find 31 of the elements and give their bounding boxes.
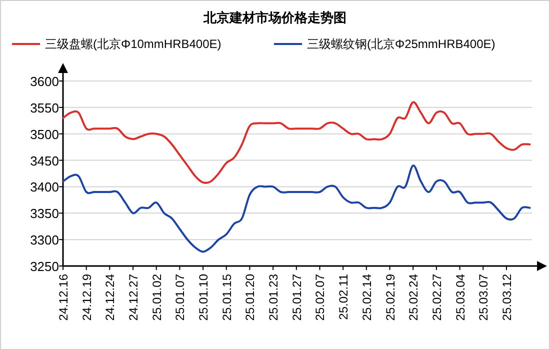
x-tick-label: 25.02.19 <box>383 274 398 321</box>
x-tick-label: 24.12.27 <box>126 274 141 321</box>
y-tick-label: 3350 <box>30 206 59 222</box>
x-tick-label: 25.01.10 <box>196 274 211 321</box>
x-tick-label: 25.01.27 <box>290 274 304 321</box>
x-tick-label: 25.02.07 <box>313 274 328 321</box>
y-tick-label: 3550 <box>30 100 59 116</box>
y-tick-label: 3300 <box>30 232 59 248</box>
x-tick-label: 24.12.19 <box>80 274 94 321</box>
legend-label: 三级螺纹钢(北京Φ25mmHRB400E) <box>307 37 496 51</box>
y-tick-label: 3450 <box>30 153 59 168</box>
x-tick-label: 25.03.12 <box>500 274 514 321</box>
chart-title: 北京建材市场价格走势图 <box>202 10 346 25</box>
x-tick-label: 25.01.15 <box>220 274 234 321</box>
x-tick-label: 25.02.24 <box>406 274 421 321</box>
x-tick-label: 25.02.27 <box>430 274 444 321</box>
y-tick-label: 3250 <box>30 259 59 274</box>
x-tick-label: 25.01.07 <box>173 274 188 321</box>
x-tick-label: 25.03.04 <box>453 274 468 321</box>
y-tick-label: 3400 <box>30 180 59 195</box>
x-tick-label: 25.02.14 <box>360 274 374 321</box>
x-tick-label: 25.01.20 <box>243 274 258 321</box>
x-tick-label: 25.02.11 <box>336 274 351 320</box>
x-tick-label: 25.01.23 <box>266 274 281 321</box>
y-tick-label: 3600 <box>30 74 59 89</box>
x-tick-label: 24.12.16 <box>56 274 70 321</box>
x-tick-label: 25.03.07 <box>476 274 491 321</box>
legend-label: 三级盘螺(北京Φ10mmHRB400E) <box>45 37 222 51</box>
x-tick-label: 24.12.24 <box>103 274 118 321</box>
x-tick-label: 25.01.02 <box>150 274 164 321</box>
y-tick-label: 3500 <box>30 126 59 142</box>
